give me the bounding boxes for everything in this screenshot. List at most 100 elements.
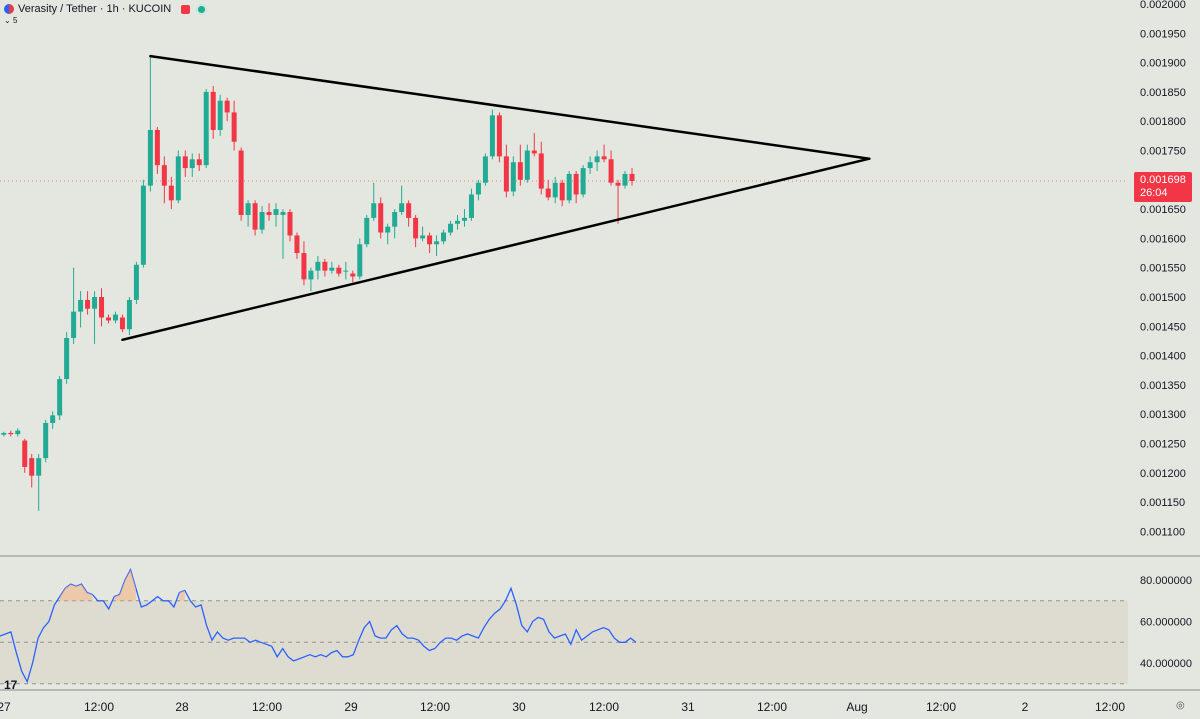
last-price: 0.001698 [1140,174,1186,186]
candle-body [329,267,335,271]
candle-body [238,150,244,215]
candle-body [57,379,63,416]
candle-body [315,261,321,271]
rsi-tick-label: 80.000000 [1140,575,1192,587]
candle-body [413,217,419,239]
rsi-tick-label: 40.000000 [1140,658,1192,670]
candle-body [566,173,572,201]
rsi-line [0,567,637,684]
chart-header: Verasity / Tether · 1h · KUCOIN [4,2,206,16]
time-tick-label: 29 [344,700,358,714]
candle-body [461,217,467,221]
candle-body [161,165,167,186]
candle-body [245,203,251,215]
last-price-badge: 0.001698 26:04 [1134,172,1192,202]
candle-body [112,314,118,321]
candle-body [210,91,216,130]
price-tick-label: 0.001500 [1140,292,1186,304]
candle-body [64,338,70,380]
candle-body [36,458,42,476]
candle-body [510,162,516,192]
candle-body [231,112,237,142]
settings-icon[interactable]: ◎ [1176,700,1185,711]
time-tick-label: 12:00 [589,700,619,714]
candle-body [322,261,328,271]
bar-countdown: 26:04 [1140,187,1168,199]
candle-body [559,182,565,201]
candle-body [573,173,579,195]
candle-body [608,159,614,183]
indicator-count: 5 [12,16,18,25]
time-tick-label: 12:00 [926,700,956,714]
candle-body [531,150,537,154]
flag-icon[interactable] [181,4,191,14]
price-tick-label: 0.001750 [1140,146,1186,158]
candle-body [266,212,272,215]
candle-body [224,100,230,113]
market-status-icon [198,5,206,13]
candle-body [15,430,21,435]
candle-body [8,432,14,435]
time-tick-label: 28 [175,700,189,714]
candle-body [294,235,300,254]
candle-body [629,173,635,181]
candle-body [475,182,481,195]
candle-body [133,264,139,300]
candle-body [43,422,49,459]
candle-body [189,159,195,169]
price-tick-label: 0.001300 [1140,409,1186,421]
price-tick-label: 0.001200 [1140,468,1186,480]
tradingview-logo[interactable]: 17 [4,678,18,692]
candle-body [273,209,279,215]
candle-body [538,153,544,189]
candle-body [622,173,628,186]
price-tick-label: 0.001150 [1140,497,1185,509]
price-tick-label: 0.001350 [1140,380,1186,392]
candle-body [29,458,35,476]
symbol-title[interactable]: Verasity / Tether · 1h · KUCOIN [18,3,172,15]
rsi-panel [0,567,1128,685]
time-tick-label: 2 [1022,700,1029,714]
candle-body [301,253,307,280]
candle-body [455,220,460,224]
candle-body [343,270,349,272]
triangle-trendlines[interactable] [121,54,871,342]
candle-body [392,212,398,227]
candle-body [1,432,7,435]
candle-body [489,115,495,157]
candle-body [308,270,314,280]
candle-body [378,203,384,233]
candle-body [371,203,377,218]
candle-body [252,203,258,230]
candle-body [615,182,621,186]
candle-body [448,223,454,233]
price-tick-label: 0.001100 [1140,526,1185,538]
candle-body [364,217,370,245]
candle-body [182,156,188,169]
candle-body [85,299,91,309]
rsi-overbought-fill [114,569,136,601]
candle-body [545,188,551,198]
price-tick-label: 0.001550 [1140,263,1186,275]
candle-body [22,440,28,467]
candle-body [78,299,84,312]
candle-body [196,159,202,166]
candle-body [594,156,600,163]
candle-body [217,100,223,130]
time-tick-label: 12:00 [1095,700,1125,714]
rsi-overbought-fill [59,584,93,601]
time-tick-label: 12:00 [252,700,282,714]
rsi-overbought-fill [179,590,185,601]
indicator-collapse[interactable]: ⌄ 5 [4,16,18,25]
candle-body [587,162,593,169]
candle-body [259,212,265,230]
candle-body [168,185,174,201]
candle-body [350,273,356,277]
candle-body [154,129,160,166]
candlestick-series [1,56,635,511]
candle-body [482,156,488,183]
candle-body [601,156,607,160]
trendline [149,54,871,160]
